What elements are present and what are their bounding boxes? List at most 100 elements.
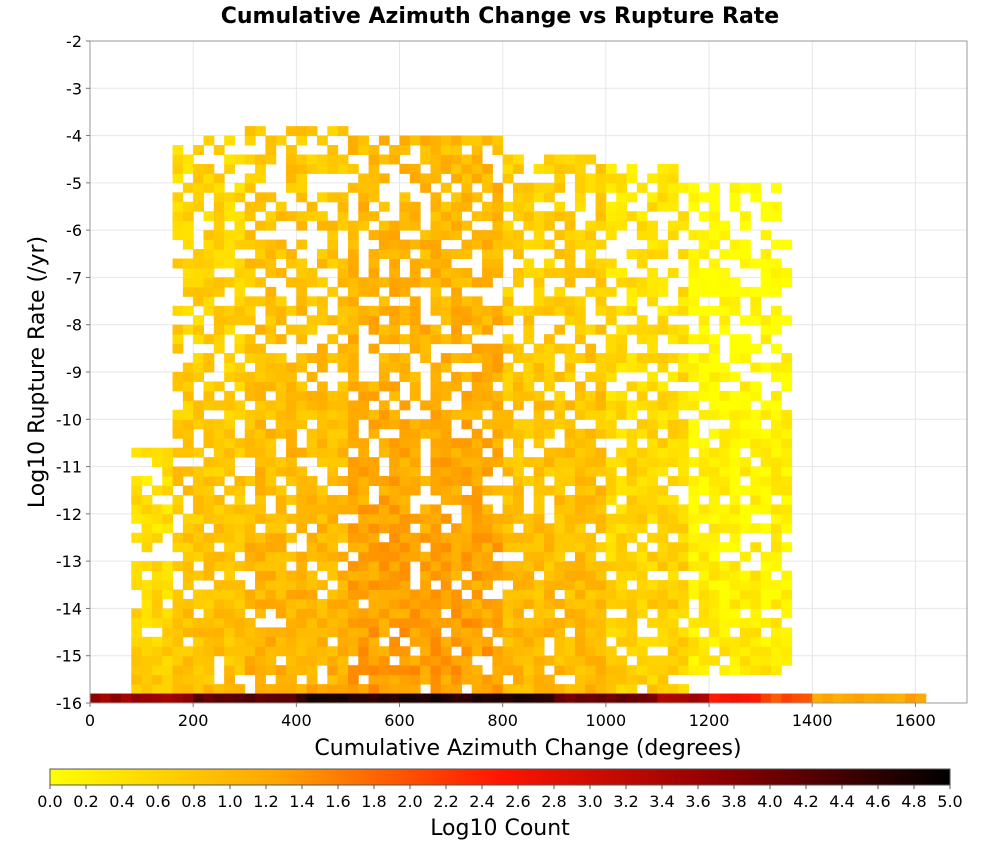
- heatmap-cell: [286, 447, 297, 458]
- heatmap-cell: [141, 598, 153, 609]
- heatmap-cell: [182, 400, 194, 411]
- heatmap-cell: [244, 390, 256, 401]
- heatmap-cell: [729, 466, 741, 477]
- heatmap-cell: [585, 372, 597, 382]
- heatmap-cell: [492, 353, 504, 364]
- heatmap-cell: [172, 561, 184, 572]
- heatmap-cell: [554, 523, 566, 534]
- heatmap-cell: [296, 684, 308, 695]
- heatmap-cell: [564, 428, 576, 439]
- heatmap-cell: [709, 655, 720, 666]
- heatmap-cell: [347, 400, 359, 411]
- heatmap-bottom-cell: [151, 693, 163, 703]
- heatmap-cell: [451, 409, 462, 420]
- heatmap-cell: [667, 504, 679, 515]
- heatmap-cell: [213, 494, 225, 505]
- heatmap-cell: [244, 353, 256, 364]
- heatmap-cell: [461, 390, 473, 401]
- heatmap-cell: [605, 362, 617, 373]
- heatmap-cell: [678, 457, 689, 468]
- heatmap-cell: [523, 551, 535, 562]
- heatmap-cell: [626, 532, 638, 543]
- heatmap-cell: [709, 608, 720, 619]
- heatmap-cell: [585, 551, 597, 562]
- heatmap-cell: [409, 372, 421, 382]
- heatmap-cell: [770, 447, 782, 458]
- heatmap-cell: [141, 589, 153, 600]
- heatmap-cell: [729, 570, 741, 581]
- heatmap-cell: [647, 457, 658, 468]
- heatmap-cell: [657, 466, 669, 477]
- heatmap-cell: [709, 230, 720, 241]
- heatmap-cell: [513, 343, 524, 354]
- heatmap-cell: [616, 523, 628, 534]
- heatmap-cell: [440, 230, 452, 241]
- heatmap-cell: [678, 249, 689, 260]
- heatmap-cell: [492, 230, 504, 241]
- heatmap-cell: [471, 561, 483, 572]
- heatmap-cell: [471, 211, 483, 222]
- heatmap-cell: [275, 551, 287, 562]
- heatmap-cell: [224, 372, 235, 382]
- heatmap-cell: [203, 646, 215, 657]
- heatmap-cell: [265, 400, 277, 411]
- heatmap-cell: [162, 457, 174, 468]
- heatmap-cell: [492, 343, 504, 354]
- colorbar-tick-label: 3.0: [577, 792, 602, 811]
- heatmap-cell: [595, 286, 607, 297]
- heatmap-cell: [224, 409, 235, 420]
- heatmap-cell: [193, 674, 204, 685]
- heatmap-cell: [605, 173, 617, 184]
- heatmap-cell: [781, 655, 793, 666]
- heatmap-cell: [358, 485, 370, 496]
- heatmap-cell: [213, 636, 225, 647]
- heatmap-cell: [709, 466, 720, 477]
- heatmap-cell: [750, 494, 762, 505]
- heatmap-cell: [750, 381, 762, 392]
- heatmap-cell: [378, 381, 390, 392]
- heatmap-cell: [502, 239, 514, 250]
- heatmap-cell: [193, 655, 204, 666]
- heatmap-cell: [420, 608, 431, 619]
- heatmap-cell: [409, 684, 421, 695]
- heatmap-bottom-cell: [182, 693, 194, 703]
- heatmap-cell: [255, 428, 266, 439]
- heatmap-bottom-cell: [595, 693, 607, 703]
- heatmap-cell: [616, 476, 628, 486]
- heatmap-cell: [605, 646, 617, 657]
- heatmap-cell: [358, 684, 370, 695]
- heatmap-cell: [296, 324, 308, 335]
- heatmap-cell: [358, 390, 370, 401]
- heatmap-cell: [203, 173, 215, 184]
- heatmap-cell: [513, 438, 524, 449]
- heatmap-cell: [667, 655, 679, 666]
- heatmap-bottom-cell: [358, 693, 370, 703]
- heatmap-cell: [286, 655, 297, 666]
- heatmap-cell: [585, 428, 597, 439]
- heatmap-cell: [605, 400, 617, 411]
- heatmap-cell: [523, 636, 535, 647]
- heatmap-cell: [255, 551, 266, 562]
- heatmap-cell: [224, 504, 235, 515]
- heatmap-cell: [698, 372, 710, 382]
- heatmap-cell: [647, 409, 658, 420]
- heatmap-cell: [678, 324, 689, 335]
- heatmap-cell: [234, 608, 246, 619]
- heatmap-cell: [275, 201, 287, 212]
- heatmap-cell: [409, 220, 421, 231]
- heatmap-bottom-cell: [791, 693, 803, 703]
- y-tick-label: -8: [66, 316, 82, 335]
- heatmap-cell: [688, 334, 700, 345]
- heatmap-cell: [513, 580, 524, 591]
- heatmap-cell: [234, 182, 246, 193]
- heatmap-cell: [451, 135, 462, 146]
- heatmap-cell: [554, 561, 566, 572]
- heatmap-cell: [409, 390, 421, 401]
- heatmap-cell: [306, 428, 318, 439]
- heatmap-cell: [275, 523, 287, 534]
- heatmap-cell: [151, 665, 163, 676]
- heatmap-cell: [616, 305, 628, 316]
- heatmap-cell: [182, 617, 194, 628]
- heatmap-cell: [492, 627, 504, 638]
- heatmap-cell: [554, 249, 566, 260]
